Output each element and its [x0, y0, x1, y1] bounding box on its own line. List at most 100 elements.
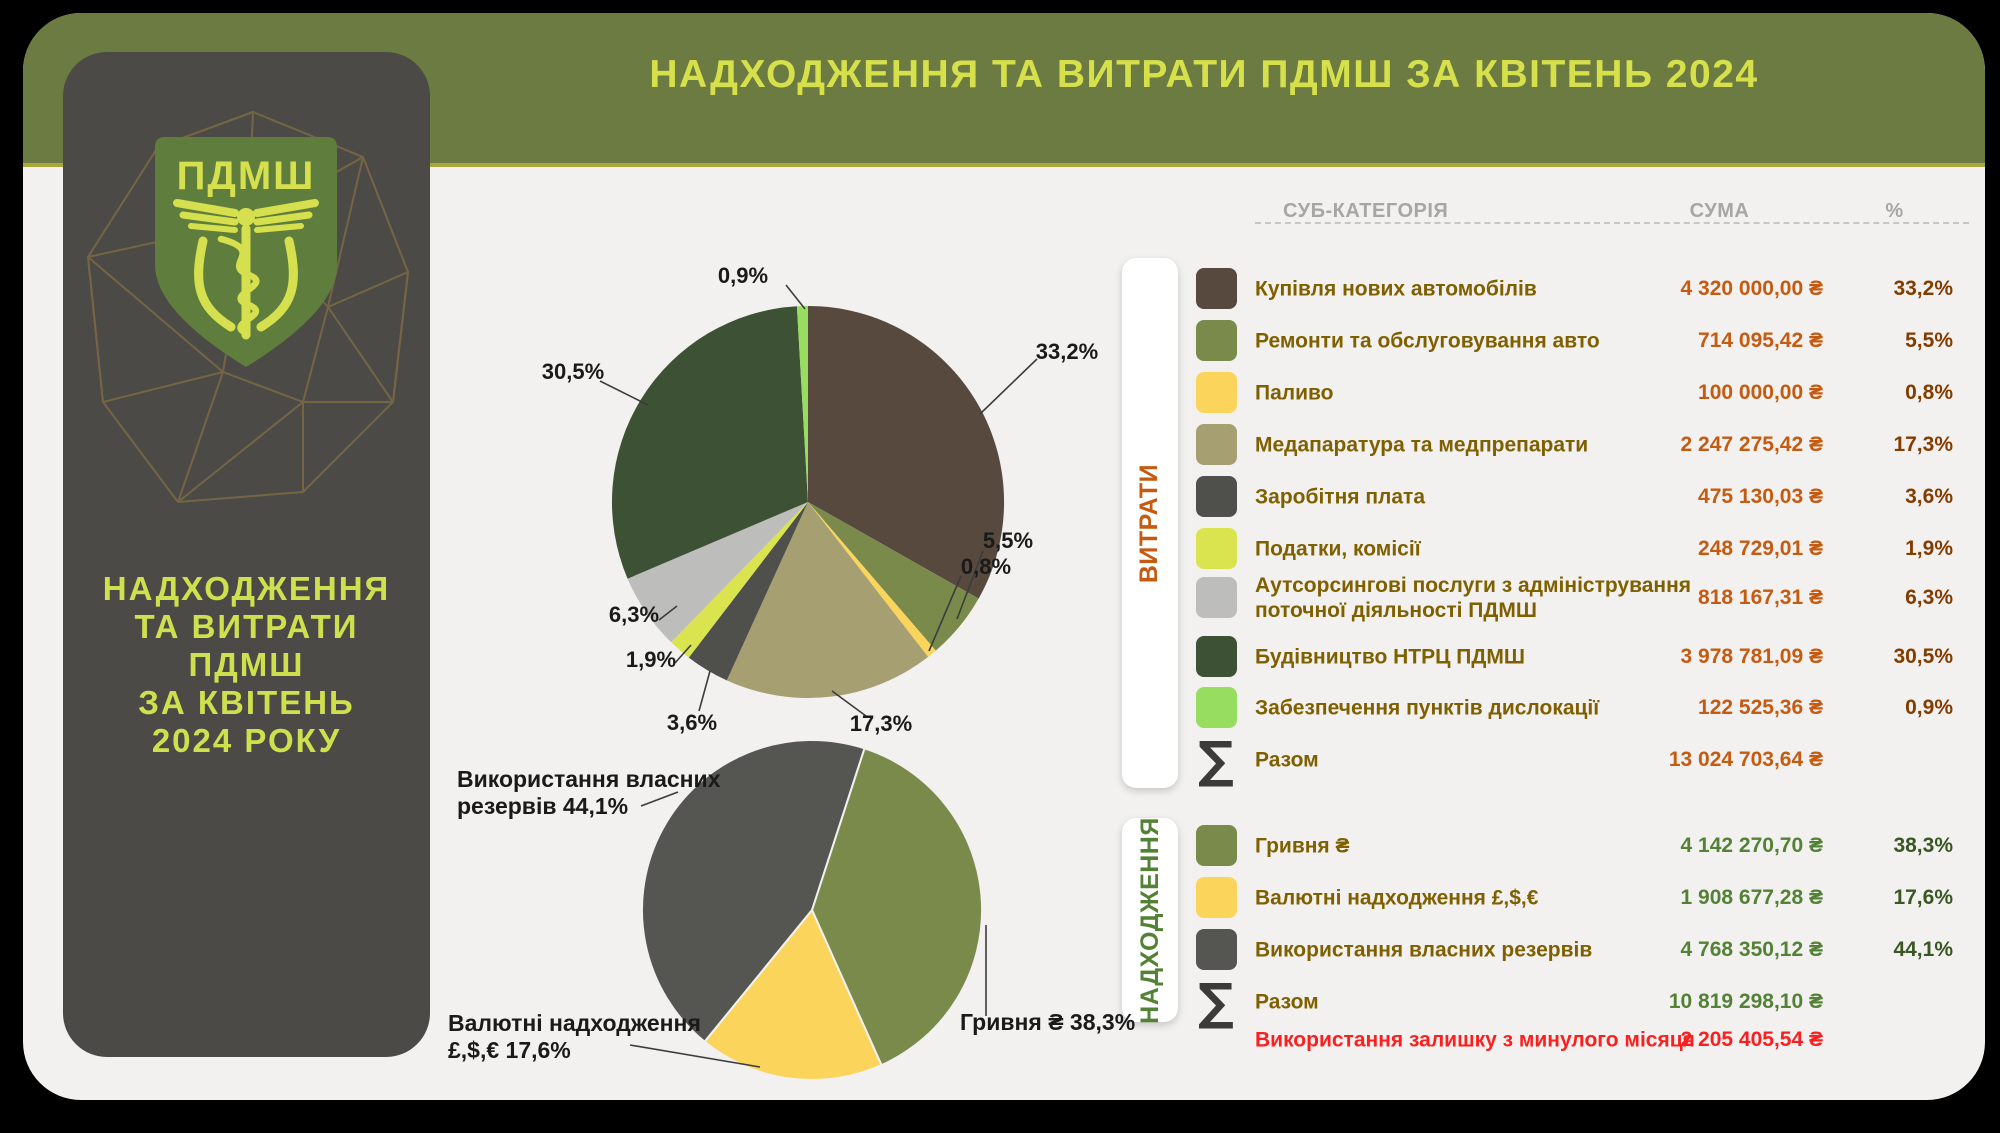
row-label: Використання власних резервів — [1255, 938, 1593, 962]
total-label: Разом — [1255, 990, 1319, 1014]
income-section-label: НАДХОДЖЕННЯ — [1135, 816, 1164, 1024]
pie-slices-group — [611, 305, 1005, 1082]
row-amount: 714 095,42 ₴ — [1698, 329, 1823, 352]
callout-currency-line1: Валютні надходження — [448, 1010, 701, 1036]
pdmsh-shield-icon: ПДМШ — [155, 137, 337, 367]
carryover-amount: 2 205 405,54 ₴ — [1680, 1028, 1823, 1051]
caduceus-icon — [173, 199, 319, 340]
pie-label-6-3: 6,3% — [608, 602, 660, 627]
infographic-card: НАДХОДЖЕННЯ ТА ВИТРАТИ ПДМШ ЗА КВІТЕНЬ 2… — [23, 13, 1985, 1100]
legend-swatch — [1196, 320, 1237, 361]
legend-swatch — [1196, 877, 1237, 918]
header-subcategory: СУБ-КАТЕГОРІЯ — [1283, 200, 1449, 222]
header-amount: СУМА — [1689, 200, 1750, 222]
row-percent: 0,9% — [1905, 696, 1953, 719]
row-label: Ремонти та обслуговування авто — [1255, 329, 1600, 353]
sidebar: ПДМШ НАДХОДЖЕННЯ ТА ВИТРАТИ — [63, 52, 430, 1057]
row-label: Заробітня плата — [1255, 485, 1426, 509]
leader-line — [658, 605, 678, 621]
sidebar-title-line: ПДМШ — [188, 646, 305, 683]
pie-label-17-3: 17,3% — [849, 711, 913, 736]
row-percent: 17,3% — [1893, 433, 1953, 456]
pie-slice — [640, 738, 866, 1043]
row-percent: 44,1% — [1893, 938, 1953, 961]
leader-line — [674, 644, 692, 664]
row-label: Валютні надходження £,$,€ — [1255, 886, 1539, 910]
row-label-line: Аутсорсингові послуги з адміністрування — [1255, 574, 1692, 597]
leader-line — [599, 380, 649, 406]
row-amount: 1 908 677,28 ₴ — [1680, 886, 1823, 909]
row-label: Забезпечення пунктів дислокації — [1255, 696, 1600, 720]
leader-line — [979, 358, 1038, 415]
row-percent: 3,6% — [1905, 485, 1953, 508]
row-amount: 122 525,36 ₴ — [1698, 696, 1823, 719]
legend-swatch — [1196, 825, 1237, 866]
row-percent: 1,9% — [1905, 537, 1953, 560]
leader-line — [928, 575, 962, 652]
expenses-section-label: ВИТРАТИ — [1135, 463, 1164, 583]
legend-swatch — [1196, 687, 1237, 728]
row-label: Податки, комісії — [1255, 537, 1421, 561]
leader-line — [785, 284, 806, 310]
sigma-icon: ∑ — [1198, 731, 1234, 789]
legend-swatch — [1196, 528, 1237, 569]
pie-slice — [811, 747, 984, 1067]
expenses-section-bar: ВИТРАТИ — [1122, 258, 1178, 788]
legend-swatch — [1196, 268, 1237, 309]
pie-label-1-9: 1,9% — [625, 647, 677, 672]
shield-logo-text: ПДМШ — [177, 154, 316, 198]
pie-slice — [726, 502, 929, 699]
income-section-bar: НАДХОДЖЕННЯ — [1122, 816, 1178, 1024]
carryover-label: Використання залишку з минулого місяця — [1255, 1028, 1695, 1052]
row-label: Гривня ₴ — [1255, 834, 1350, 858]
pie-label-5-5: 5,5% — [982, 528, 1034, 553]
pie-slice — [611, 306, 808, 579]
row-label: Паливо — [1255, 381, 1334, 405]
pie-label-3-6: 3,6% — [666, 710, 718, 735]
callout-currency: Валютні надходження £,$,€ 17,6% — [448, 1010, 701, 1064]
pie-slice — [688, 502, 808, 681]
header-divider — [1255, 222, 1969, 224]
pie-label-33-2: 33,2% — [1035, 339, 1099, 364]
header-percent: % — [1885, 200, 1904, 222]
row-amount: 4 768 350,12 ₴ — [1680, 938, 1823, 961]
leader-line — [956, 550, 984, 620]
legend-swatch — [1196, 577, 1237, 618]
row-amount: 100 000,00 ₴ — [1698, 381, 1823, 404]
pie-slice — [796, 305, 808, 502]
leader-line — [629, 1044, 761, 1068]
sidebar-title-line: НАДХОДЖЕННЯ — [102, 570, 391, 607]
total-amount: 10 819 298,10 ₴ — [1668, 990, 1823, 1013]
sidebar-title: НАДХОДЖЕННЯ ТА ВИТРАТИ ПДМШ ЗА КВІТЕНЬ 2… — [63, 570, 430, 760]
pie-slice — [671, 502, 808, 658]
row-amount: 248 729,01 ₴ — [1698, 537, 1823, 560]
row-amount: 4 320 000,00 ₴ — [1680, 277, 1823, 300]
row-percent: 17,6% — [1893, 886, 1953, 909]
pie-label-0-8: 0,8% — [960, 554, 1012, 579]
page-title: НАДХОДЖЕННЯ ТА ВИТРАТИ ПДМШ ЗА КВІТЕНЬ 2… — [649, 53, 1759, 96]
sigma-icon: ∑ — [1198, 973, 1234, 1031]
row-amount: 4 142 270,70 ₴ — [1680, 834, 1823, 857]
row-amount: 475 130,03 ₴ — [1698, 485, 1823, 508]
sidebar-title-line: ТА ВИТРАТИ — [134, 608, 359, 645]
legend-swatch — [1196, 929, 1237, 970]
row-percent: 6,3% — [1905, 586, 1953, 609]
callout-own-reserves: Використання власних резервів 44,1% — [457, 766, 721, 820]
pie-slice — [808, 306, 1005, 599]
data-table: СУБ-КАТЕГОРІЯ СУМА % Купівля нових автом… — [1196, 13, 1969, 1100]
row-percent: 38,3% — [1893, 834, 1953, 857]
pie-slice — [627, 502, 808, 643]
sidebar-title-line: 2024 РОКУ — [151, 722, 342, 759]
row-label: Аутсорсингові послуги з адміністрування п… — [1255, 573, 1691, 623]
leader-line — [831, 690, 867, 717]
total-amount: 13 024 703,64 ₴ — [1668, 748, 1823, 771]
row-label-line: поточної діяльності ПДМШ — [1255, 599, 1537, 622]
callout-own-reserves-line1: Використання власних — [457, 766, 721, 792]
legend-swatch — [1196, 476, 1237, 517]
row-amount: 3 978 781,09 ₴ — [1680, 645, 1823, 668]
sidebar-title-line: ЗА КВІТЕНЬ — [138, 684, 355, 721]
leader-line — [698, 670, 711, 712]
row-percent: 0,8% — [1905, 381, 1953, 404]
row-amount: 2 247 275,42 ₴ — [1680, 433, 1823, 456]
leader-line — [640, 791, 679, 807]
